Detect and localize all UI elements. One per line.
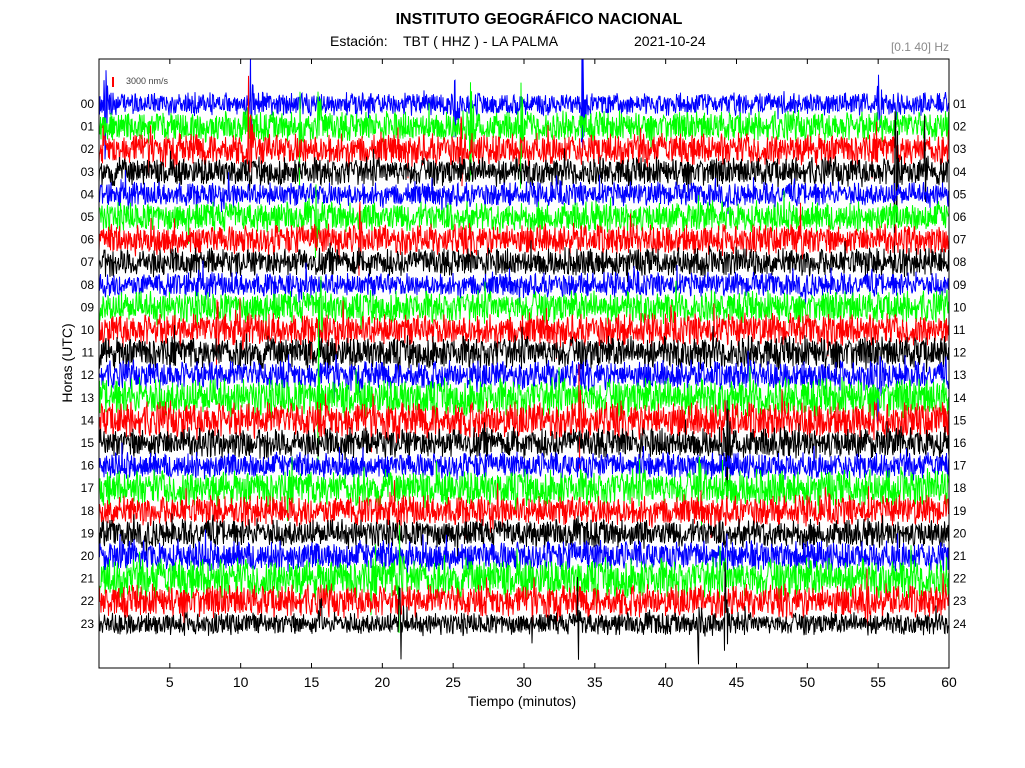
x-tick-label: 30 [516,674,532,690]
x-tick-label: 10 [233,674,249,690]
seismic-trace-04 [99,170,949,217]
seismic-trace-03 [99,111,949,269]
seismic-trace-20 [99,529,949,579]
seismic-trace-12 [99,350,949,423]
hour-label-right: 17 [953,459,967,473]
chart-date: 2021-10-24 [634,33,706,49]
seismic-trace-22 [99,568,949,630]
hour-label-left: 09 [81,300,95,314]
x-tick-label: 15 [304,674,320,690]
hour-label-right: 04 [953,165,967,179]
hour-label-left: 17 [81,481,95,495]
x-tick-label: 45 [729,674,745,690]
hour-label-left: 14 [81,413,95,427]
hour-label-left: 00 [81,97,95,111]
hour-label-left: 20 [81,549,95,563]
hour-label-left: 13 [81,391,95,405]
seismic-trace-06 [99,201,949,276]
hour-label-left: 05 [81,210,95,224]
x-axis-label: Tiempo (minutos) [468,693,576,709]
hour-label-left: 19 [81,526,95,540]
seismic-trace-02 [99,75,949,187]
seismic-trace-13 [99,303,949,465]
hour-label-right: 02 [953,120,967,134]
hour-label-right: 01 [953,97,967,111]
seismic-trace-01 [99,82,949,189]
scale-label: 3000 nm/s [126,76,169,86]
x-tick-label: 25 [445,674,461,690]
hour-label-right: 21 [953,549,967,563]
hour-label-left: 06 [81,233,95,247]
x-tick-label: 20 [375,674,391,690]
hour-label-left: 15 [81,436,95,450]
hour-label-right: 22 [953,572,967,586]
chart-title: INSTITUTO GEOGRÁFICO NACIONAL [395,11,683,28]
hour-label-right: 24 [953,617,967,631]
hour-label-right: 06 [953,210,967,224]
hour-label-right: 19 [953,504,967,518]
hour-label-left: 10 [81,323,95,337]
hour-label-right: 11 [953,323,966,337]
hour-label-left: 23 [81,617,95,631]
x-tick-label: 50 [800,674,816,690]
hour-label-right: 20 [953,526,967,540]
hour-label-right: 10 [953,300,967,314]
seismic-trace-05 [99,184,949,258]
x-tick-label: 35 [587,674,603,690]
x-tick-label: 5 [166,674,174,690]
seismic-trace-19 [99,513,949,559]
filter-band: [0.1 40] Hz [890,40,949,54]
hour-label-right: 14 [953,391,967,405]
hour-label-left: 07 [81,255,95,269]
hour-label-right: 03 [953,142,967,156]
station-name: TBT ( HHZ ) - LA PALMA [403,33,559,49]
hour-label-left: 21 [81,572,95,586]
seismic-trace-14 [99,364,949,469]
seismic-trace-00 [99,59,949,160]
seismic-trace-09 [99,276,949,358]
hour-label-left: 12 [81,368,95,382]
hour-label-left: 04 [81,187,95,201]
hour-label-right: 15 [953,413,967,427]
hour-label-right: 13 [953,368,967,382]
hour-label-left: 08 [81,278,95,292]
seismic-trace-11 [99,325,949,382]
seismic-trace-15 [99,400,949,497]
station-label: Estación: [330,33,388,49]
x-tick-label: 55 [870,674,886,690]
seismic-trace-18 [99,480,949,539]
seismic-trace-21 [99,524,949,633]
seismic-trace-16 [99,442,949,486]
x-tick-label: 40 [658,674,674,690]
hour-label-right: 18 [953,481,967,495]
hour-label-right: 09 [953,278,967,292]
hour-label-left: 18 [81,504,95,518]
hour-label-left: 11 [82,346,95,360]
hour-label-left: 22 [81,594,95,608]
hour-label-right: 05 [953,187,967,201]
hour-label-left: 02 [81,142,95,156]
x-tick-label: 60 [941,674,957,690]
hour-label-right: 23 [953,594,967,608]
hour-label-left: 03 [81,165,95,179]
seismic-trace-08 [99,260,949,307]
hour-label-right: 12 [953,346,967,360]
y-axis-label: Horas (UTC) [59,323,75,402]
hour-label-right: 07 [953,233,967,247]
hour-label-left: 16 [81,459,95,473]
seismic-trace-10 [99,297,949,368]
hour-label-right: 08 [953,255,967,269]
seismic-trace-07 [99,240,949,283]
seismic-trace-23 [99,562,949,665]
hour-label-right: 16 [953,436,967,450]
hour-label-left: 01 [81,120,95,134]
